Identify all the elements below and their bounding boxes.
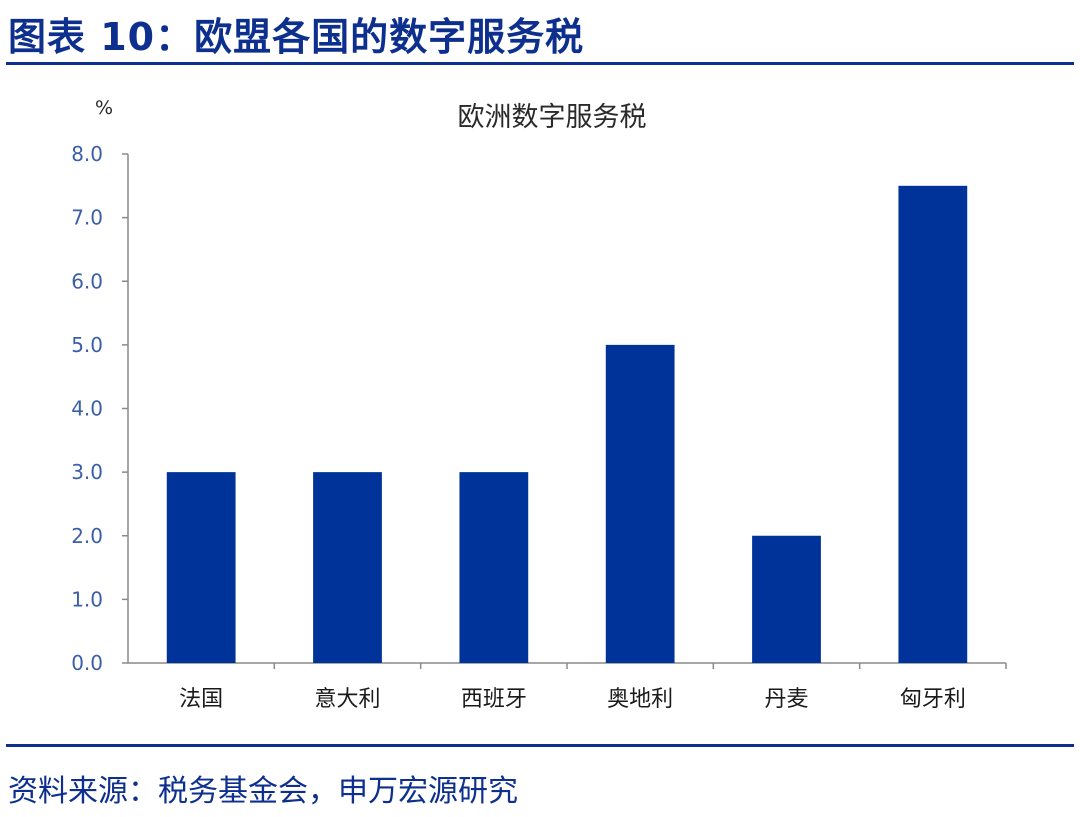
bar-4	[605, 344, 675, 663]
x-category-label: 意大利	[314, 687, 380, 712]
y-tick-label: 3.0	[71, 460, 103, 484]
bar-2	[313, 472, 382, 663]
x-category-label: 法国	[179, 687, 223, 712]
x-category-label: 奥地利	[607, 687, 673, 712]
bar-1	[166, 472, 236, 663]
bar-5	[752, 535, 821, 663]
y-tick-label: 0.0	[71, 651, 103, 675]
x-axis-labels: 法国 意大利 西班牙 奥地利 丹麦 匈牙利	[179, 663, 1007, 712]
y-tick-label: 6.0	[71, 269, 103, 293]
top-divider	[6, 62, 1074, 65]
x-category-label: 西班牙	[461, 687, 527, 712]
x-category-label: 丹麦	[764, 687, 808, 712]
source-note: 资料来源：税务基金会，申万宏源研究	[8, 774, 518, 809]
x-category-label: 匈牙利	[900, 687, 966, 712]
y-axis-unit-label: %	[95, 97, 113, 119]
bottom-divider	[6, 744, 1074, 747]
bar-3	[459, 472, 529, 663]
bar-6	[898, 185, 968, 663]
y-tick-label: 7.0	[71, 206, 103, 230]
y-tick-label: 2.0	[71, 524, 103, 548]
y-tick-label: 8.0	[71, 142, 103, 166]
y-tick-label: 1.0	[71, 587, 103, 611]
chart-title: 欧洲数字服务税	[458, 102, 647, 133]
y-axis-ticks: 0.0 1.0 2.0 3.0 4.0 5.0 6.0 7.0 8.0	[71, 142, 128, 675]
y-tick-label: 4.0	[71, 397, 103, 421]
y-tick-label: 5.0	[71, 333, 103, 357]
bars-group	[166, 185, 968, 663]
figure-title: 图表 10：欧盟各国的数字服务税	[8, 15, 585, 59]
